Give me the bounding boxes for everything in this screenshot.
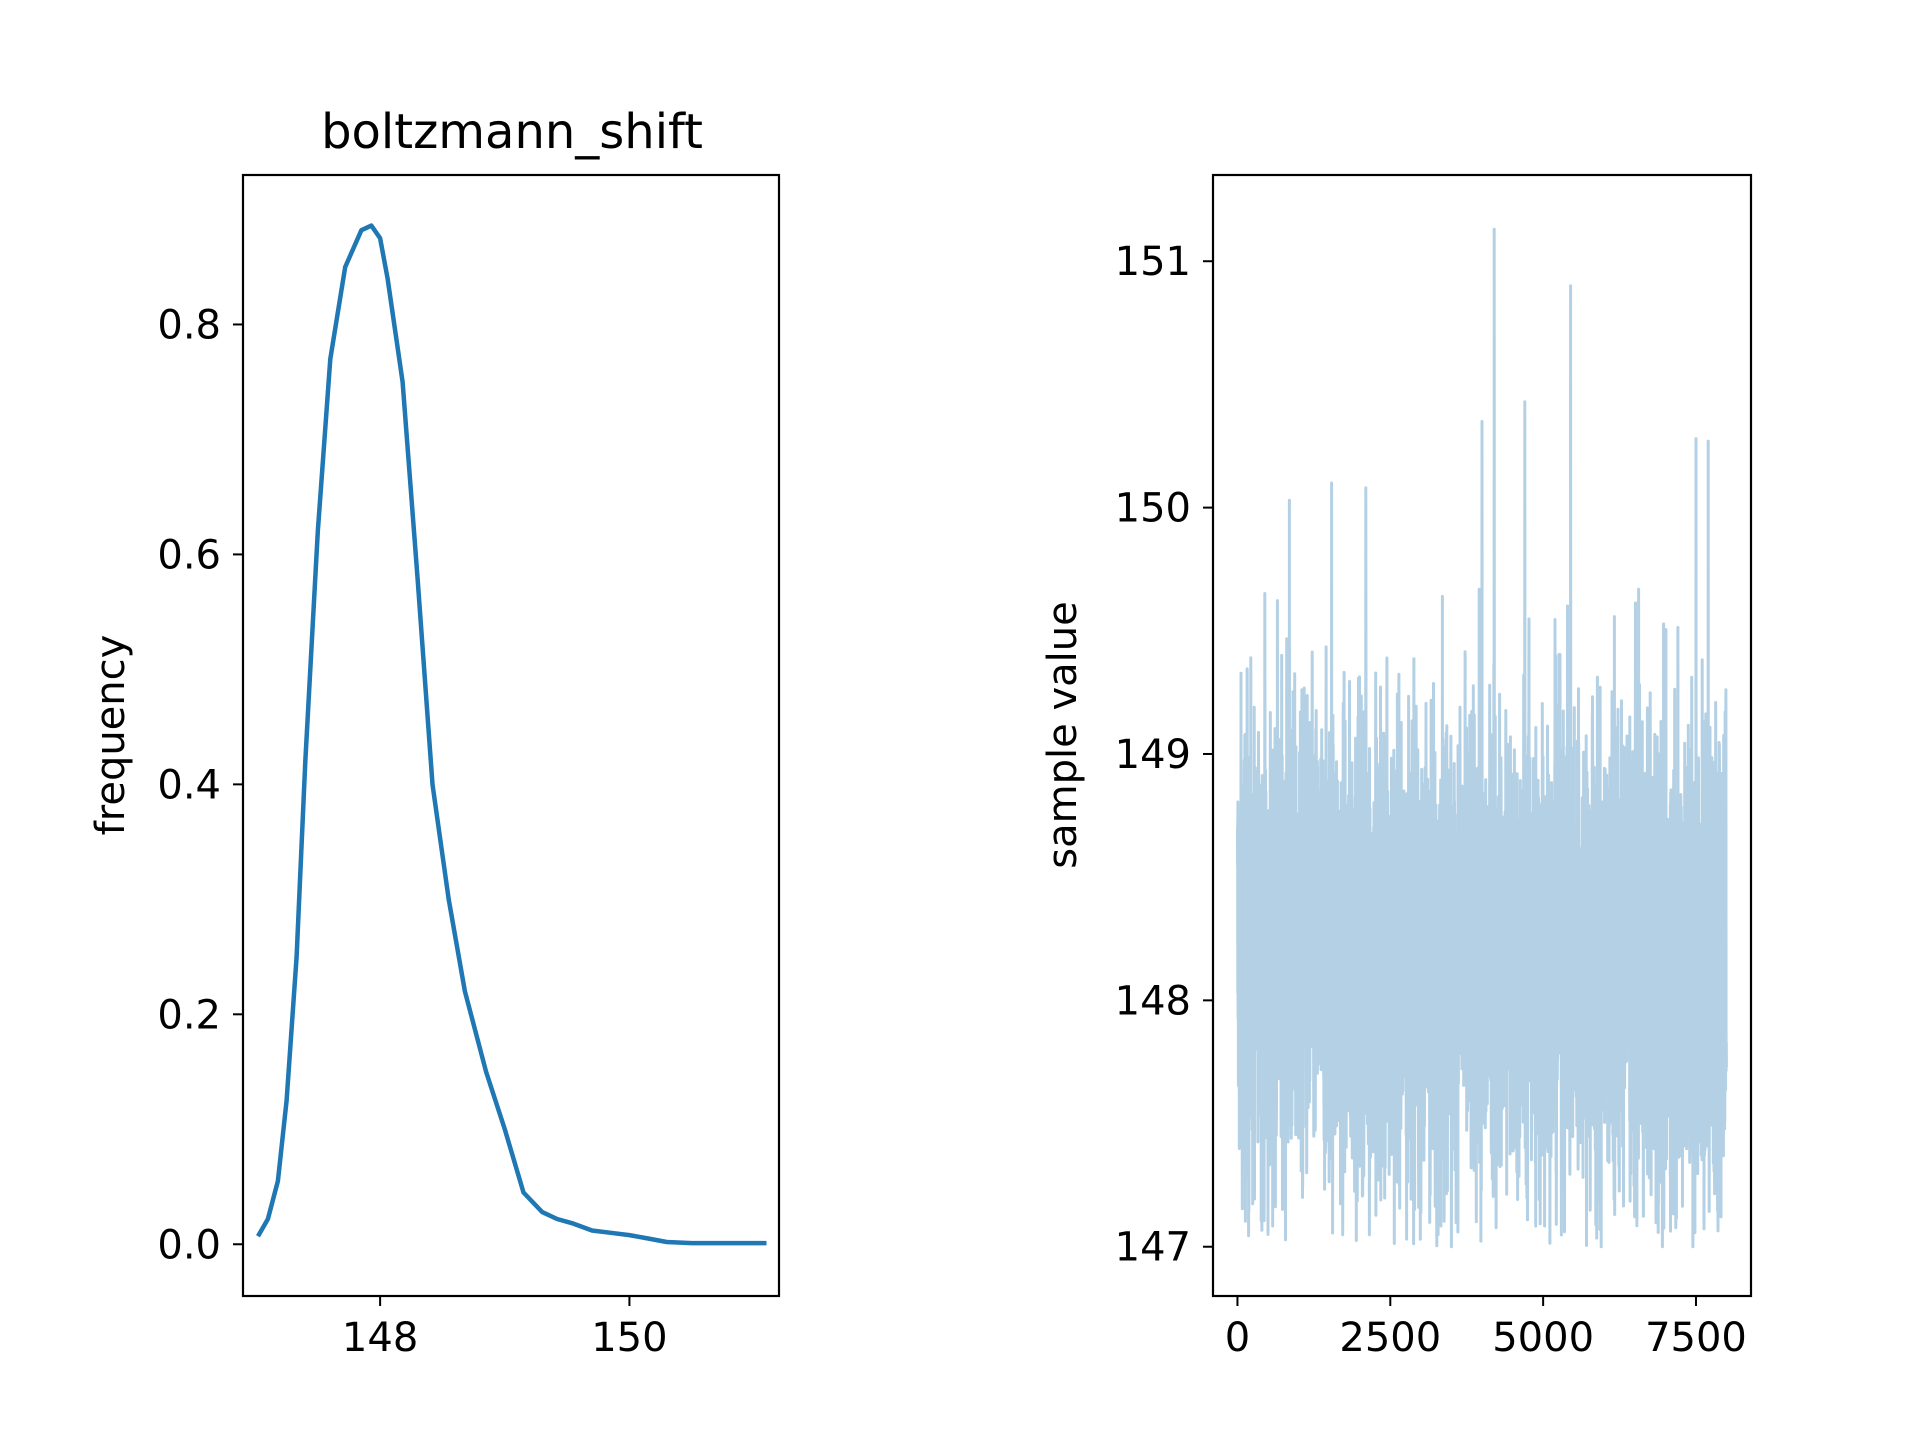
density-xtick-label: 148 xyxy=(342,1315,418,1361)
trace-ytick-label: 150 xyxy=(1115,486,1191,532)
density-ylabel: frequency xyxy=(88,635,134,836)
density-ytick-label: 0.8 xyxy=(157,302,221,348)
trace-xtick-label: 7500 xyxy=(1645,1315,1747,1361)
density-xtick-label: 150 xyxy=(591,1315,667,1361)
density-y-ticks: 0.0 0.2 0.4 0.6 0.8 xyxy=(157,302,243,1268)
trace-series xyxy=(1236,227,1728,1249)
density-x-ticks: 148 150 xyxy=(342,1296,668,1361)
trace-x-ticks: 0 2500 5000 7500 xyxy=(1225,1296,1747,1361)
density-ytick-label: 0.2 xyxy=(157,992,221,1038)
trace-y-ticks: 147 148 149 150 151 xyxy=(1115,239,1213,1271)
density-series xyxy=(256,223,767,1246)
density-ytick-label: 0.6 xyxy=(157,532,221,578)
trace-ytick-label: 148 xyxy=(1115,978,1191,1024)
trace-axes-frame xyxy=(1211,173,1753,1298)
density-title: boltzmann_shift xyxy=(321,104,703,160)
trace-ytick-label: 151 xyxy=(1115,239,1191,285)
density-axes-frame xyxy=(241,173,781,1298)
trace-xtick-label: 5000 xyxy=(1492,1315,1594,1361)
density-ytick-label: 0.0 xyxy=(157,1222,221,1268)
trace-line xyxy=(1236,227,1728,1249)
trace-xtick-label: 0 xyxy=(1225,1315,1250,1361)
trace-ytick-label: 147 xyxy=(1115,1225,1191,1271)
density-plot: boltzmann_shift 148 150 0.0 0.2 0.4 0.6 0.8 f… xyxy=(88,104,781,1361)
trace-plot: 0 2500 5000 7500 147 148 149 150 151 sample val… xyxy=(1040,173,1753,1361)
density-ytick-label: 0.4 xyxy=(157,762,221,808)
trace-ytick-label: 149 xyxy=(1115,732,1191,778)
trace-xtick-label: 2500 xyxy=(1339,1315,1441,1361)
density-line xyxy=(256,223,767,1246)
trace-ylabel: sample value xyxy=(1040,601,1086,868)
